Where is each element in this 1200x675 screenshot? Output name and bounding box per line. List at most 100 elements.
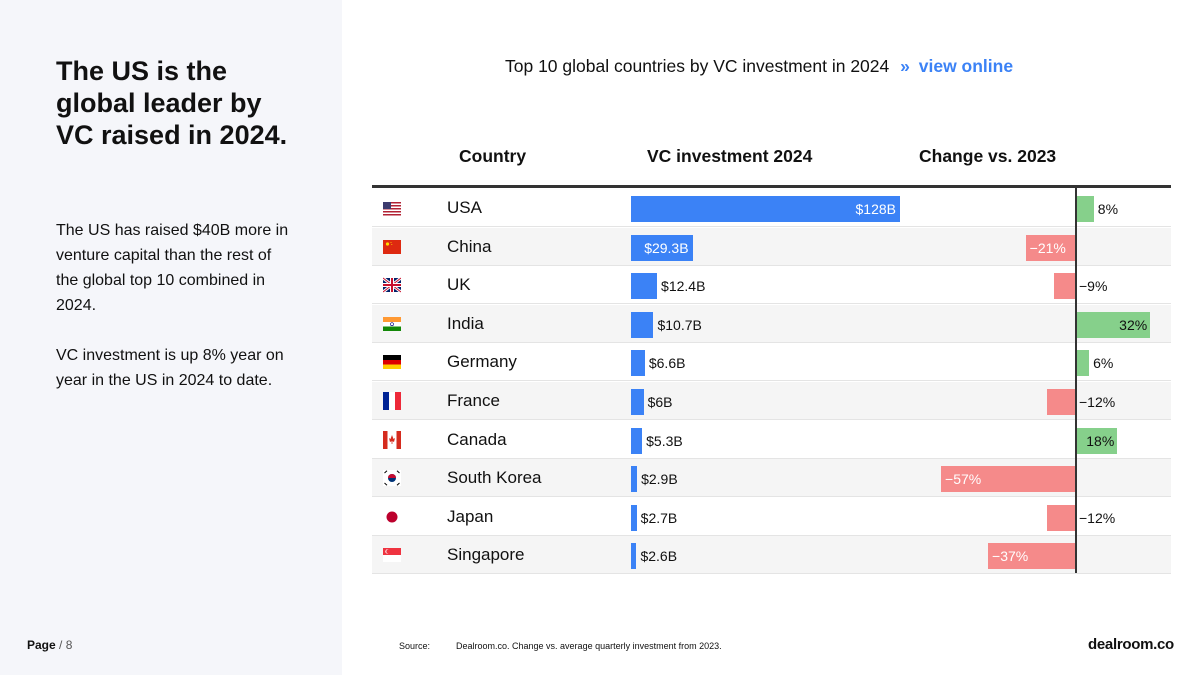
page-total: 8 [65,638,73,652]
change-value-label: 32% [1119,316,1148,333]
investment-value-label: $2.6B [640,548,678,565]
summary-paragraph-2: VC investment is up 8% year on year in t… [56,347,284,389]
investment-bar [631,504,637,531]
page-indicator: Page / 8 [27,638,72,652]
france-flag-icon [383,392,401,410]
row-divider [372,496,1171,498]
change-value-label: −12% [1079,509,1116,526]
change-bar-negative [1025,234,1075,261]
chart-title: Top 10 global countries by VC investment… [505,56,890,76]
investment-bar [631,311,654,338]
table-row: China $29.3B −21% [372,227,1171,266]
investment-bar [631,389,644,415]
japan-flag-icon [383,508,401,526]
table-row: Canada $5.3B 18% [372,421,1171,459]
country-label: South Korea [447,468,542,488]
investment-bar [631,350,645,377]
change-bar-positive [1075,311,1151,338]
row-divider [372,264,1171,266]
row-divider [372,573,1171,575]
page-separator: / [59,638,63,652]
sidebar-panel: The US is the global leader by VC raised… [0,0,342,675]
view-online-link[interactable]: view online [918,56,1014,76]
change-bar-positive [1075,350,1090,377]
column-header-change: Change vs. 2023 [919,146,1057,166]
change-value-label: −37% [992,548,1029,565]
change-bar-negative [988,543,1075,570]
row-divider [372,226,1171,227]
country-label: France [447,391,500,410]
singapore-flag-icon [383,546,401,564]
investment-value-label: $6B [647,394,673,410]
table-row: Japan $2.7B −12% [372,498,1171,536]
usa-flag-icon [383,199,401,217]
uk-flag-icon [383,276,401,294]
change-value-label: −57% [945,471,982,488]
country-label: Canada [447,429,507,449]
investment-bar [631,543,637,570]
investment-value-label: $12.4B [661,278,706,295]
table-row: UK $12.4B −9% [372,266,1171,305]
country-label: USA [447,198,482,217]
row-divider [372,341,1171,343]
change-zero-axis [1075,188,1077,573]
change-bar-positive [1075,427,1118,454]
india-flag-icon [383,315,401,333]
country-label: Japan [447,506,494,526]
table-row: India $10.7B 32% [372,304,1171,343]
country-label: India [447,313,484,333]
table-row: Germany $6.6B 6% [372,343,1171,382]
investment-bar [631,196,900,222]
page-headline: The US is the global leader by VC raised… [56,56,288,150]
row-divider [372,419,1171,420]
table-header-rule [372,185,1171,188]
country-label: UK [447,275,471,295]
change-bar-negative [1053,273,1075,300]
investment-value-label: $6.6B [648,355,686,372]
germany-flag-icon [383,353,401,371]
table-row: Singapore $2.6B −37% [372,536,1171,575]
dealroom-logo: dealroom.co [1088,636,1174,653]
change-value-label: 8% [1097,201,1119,217]
link-arrow-icon: » [900,56,910,76]
change-value-label: −9% [1079,278,1108,295]
change-value-label: −21% [1029,239,1066,256]
table-row: South Korea $2.9B −57% [372,459,1171,498]
summary-paragraph-1: The US has raised $40B more in venture c… [56,222,289,314]
investment-value-label: $29.3B [644,239,689,256]
south-korea-flag-icon [383,469,401,487]
change-bar-negative [1046,389,1075,415]
change-bar-positive [1075,196,1094,222]
change-bar-negative [1046,504,1075,531]
row-divider [372,303,1171,305]
table-row: USA $128B 8% [372,189,1171,227]
page-word: Page [27,638,56,652]
change-value-label: 18% [1086,432,1115,449]
investment-value-label: $2.7B [640,509,678,526]
investment-bar [631,466,638,493]
change-value-label: 6% [1093,355,1114,372]
investment-value-label: $5.3B [646,432,683,449]
change-bar-negative [941,466,1075,493]
investment-bar [631,234,693,261]
investment-bar [631,427,643,454]
country-label: Singapore [447,545,525,565]
china-flag-icon [383,238,401,256]
column-header-investment: VC investment 2024 [647,146,813,166]
investment-value-label: $128B [855,201,896,217]
table-row: France $6B −12% [372,382,1171,420]
row-divider [372,534,1171,536]
investment-bar [631,273,658,300]
source-label: Source: [399,641,431,651]
investment-value-label: $10.7B [657,316,702,333]
country-label: China [447,236,492,256]
chart-title-line: Top 10 global countries by VC investment… [0,56,1200,77]
source-text: Dealroom.co. Change vs. average quarterl… [456,641,722,651]
investment-value-label: $2.9B [641,471,678,488]
row-divider [372,380,1171,382]
country-label: Germany [447,352,517,372]
row-divider [372,457,1171,459]
column-header-country: Country [459,146,527,166]
change-value-label: −12% [1079,394,1116,410]
canada-flag-icon [383,430,401,449]
